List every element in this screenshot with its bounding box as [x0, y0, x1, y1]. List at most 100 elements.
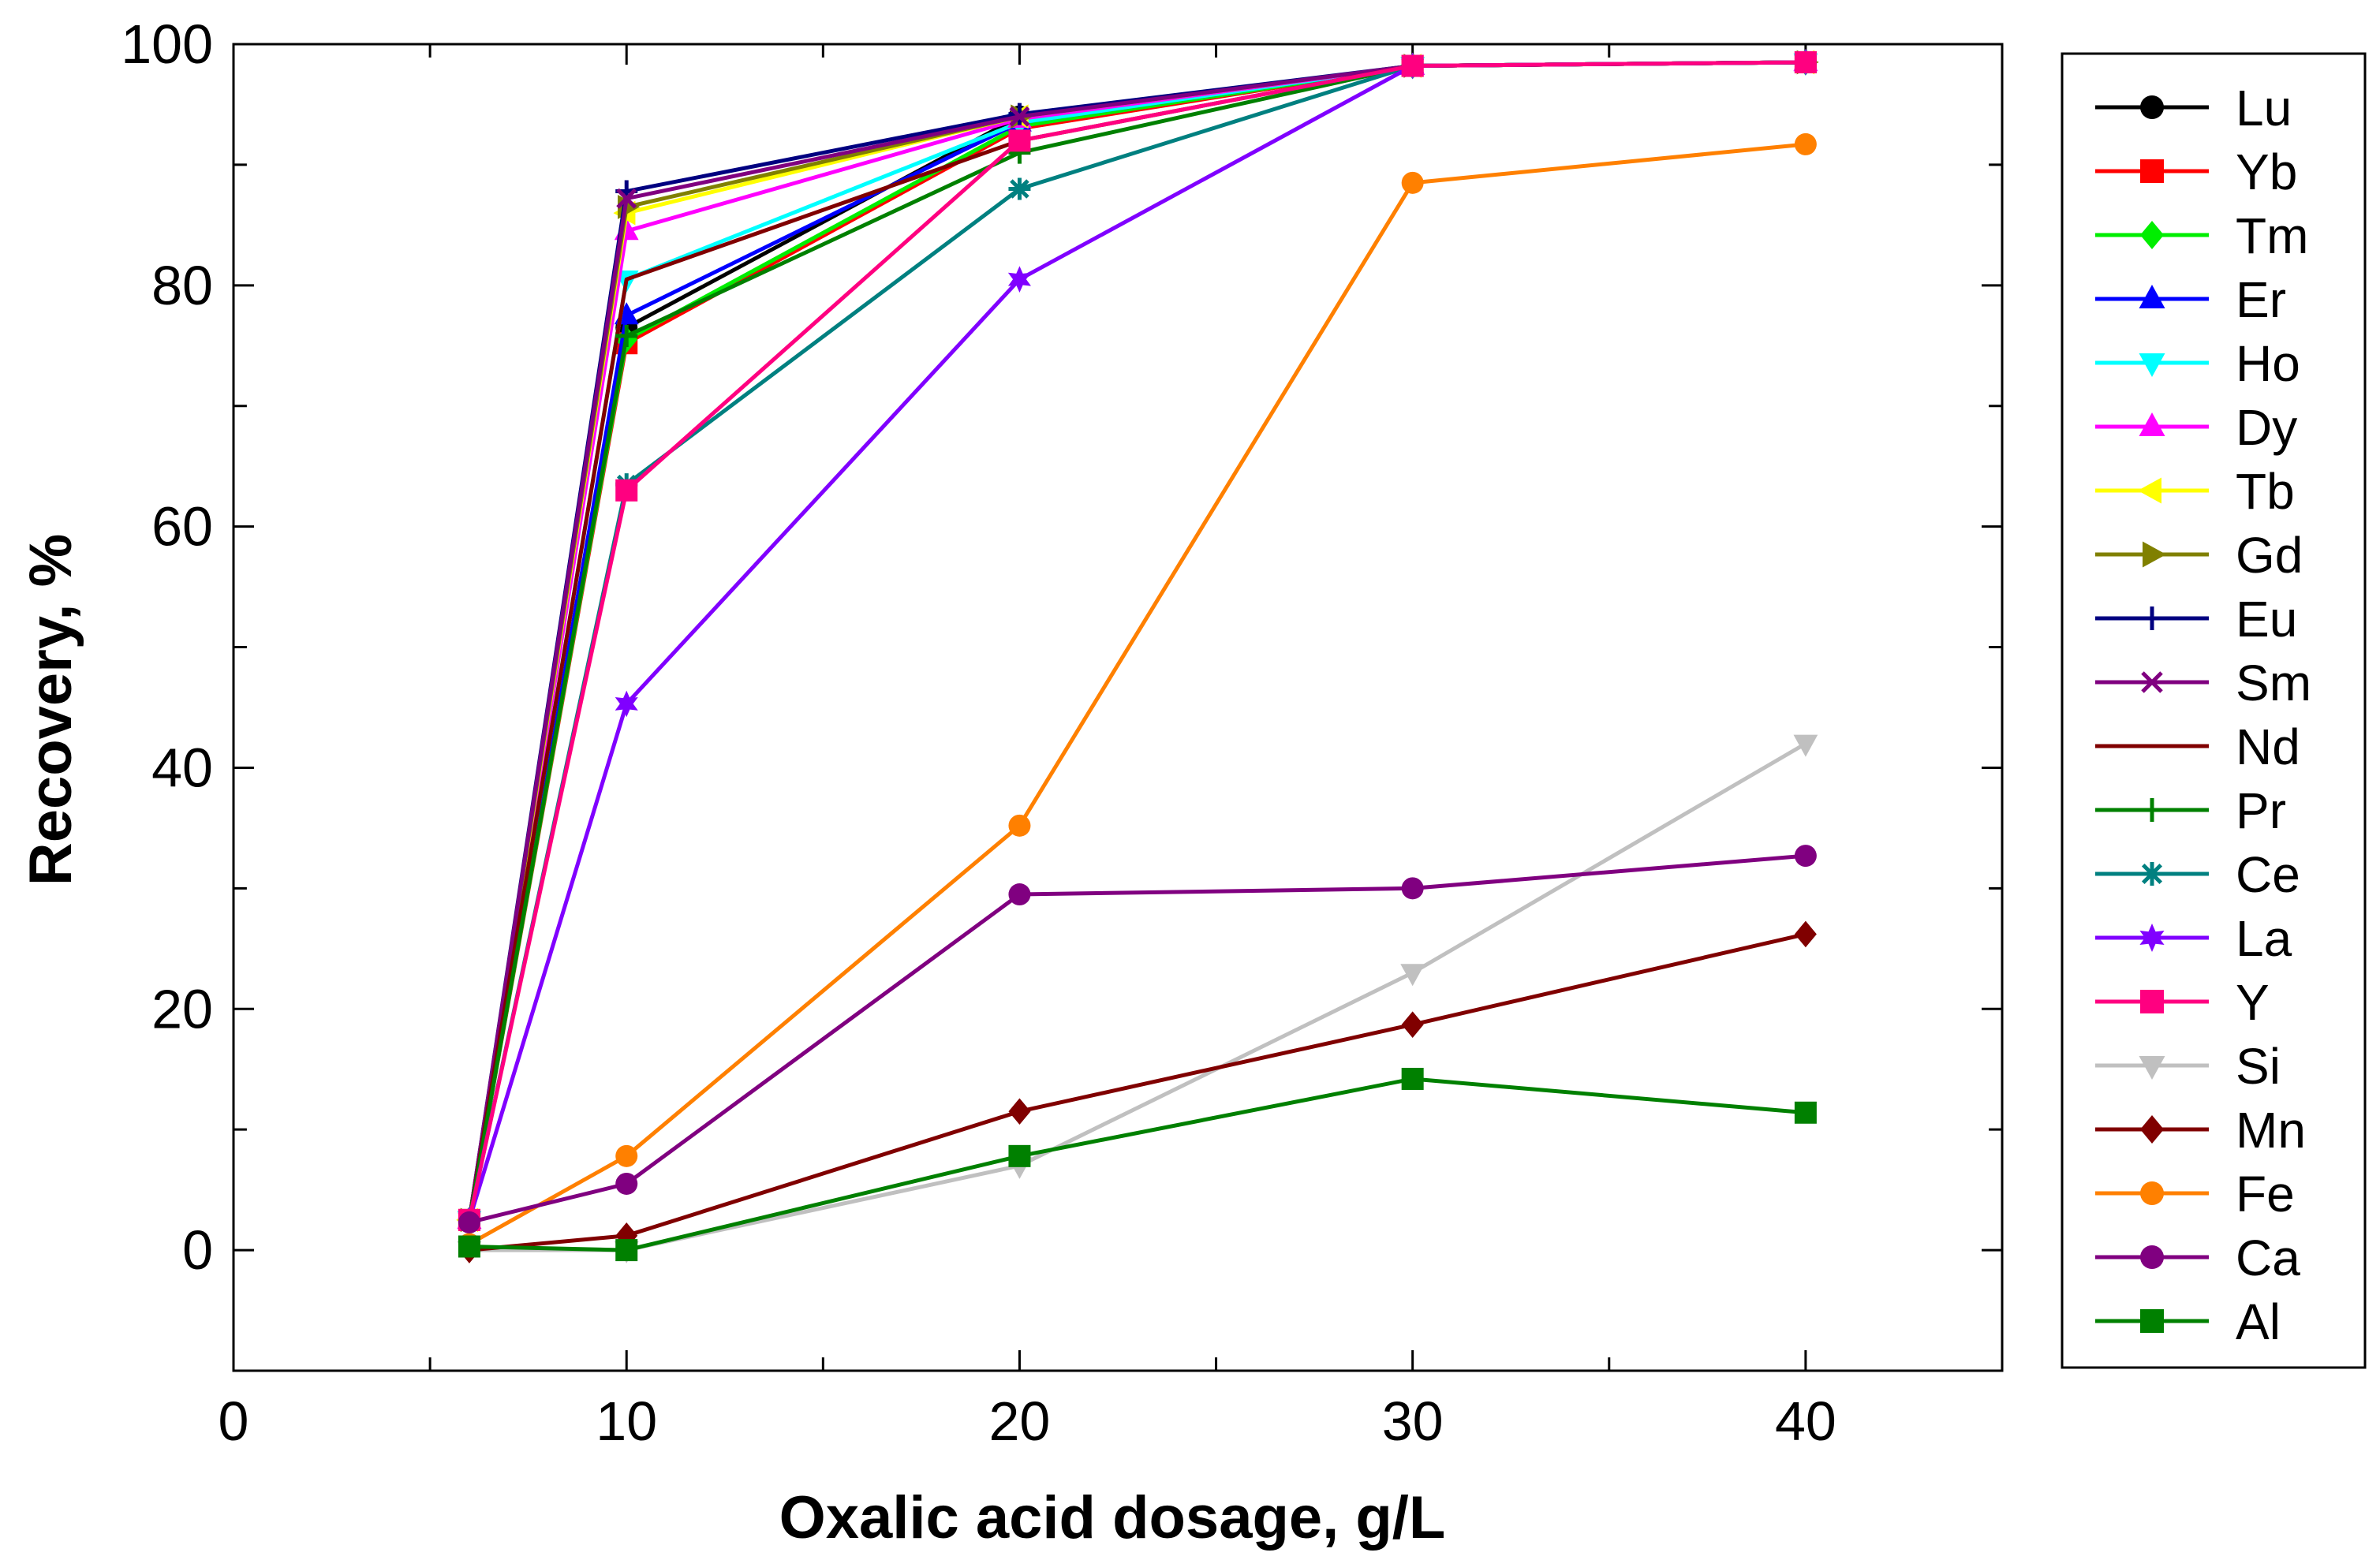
- legend-label: Sm: [2236, 655, 2311, 711]
- legend-label: Dy: [2236, 399, 2297, 456]
- y-tick-label: 80: [151, 255, 213, 316]
- series-line: [467, 60, 1806, 1221]
- legend-label: Al: [2236, 1293, 2281, 1350]
- series-line: [467, 60, 1806, 1221]
- legend-marker: [2140, 1245, 2164, 1269]
- data-point: [1008, 814, 1031, 837]
- legend-item-mn: Mn: [2095, 1102, 2306, 1159]
- y-tick-label: 0: [182, 1219, 213, 1281]
- legend-marker: [2139, 285, 2165, 308]
- series-line: [467, 60, 1806, 1221]
- series-line: [467, 60, 1806, 1221]
- data-point: [1008, 1098, 1031, 1125]
- legend-label: Tm: [2236, 207, 2308, 264]
- x-tick-label: 40: [1775, 1390, 1836, 1452]
- series-ca: [458, 845, 1817, 1233]
- legend-marker: [2139, 412, 2165, 436]
- series-line: [467, 60, 1806, 1221]
- data-point: [616, 188, 637, 209]
- x-tick-label: 20: [989, 1390, 1051, 1452]
- legend-item-pr: Pr: [2095, 782, 2286, 839]
- series-lu: [458, 50, 1817, 1231]
- data-point: [1401, 54, 1424, 77]
- legend-label: Nd: [2236, 718, 2300, 775]
- legend-label: Fe: [2236, 1166, 2295, 1222]
- legend-item-gd: Gd: [2095, 527, 2303, 584]
- legend-item-la: La: [2095, 910, 2292, 967]
- legend-label: Er: [2236, 271, 2286, 328]
- legend-marker: [2140, 606, 2164, 630]
- series-line: [467, 60, 1806, 1221]
- legend-item-lu: Lu: [2095, 80, 2292, 136]
- legend-label: Gd: [2236, 527, 2303, 584]
- legend-label: Tb: [2236, 463, 2295, 520]
- series-yb: [458, 50, 1817, 1231]
- data-point: [615, 325, 638, 348]
- x-tick-label: 30: [1382, 1390, 1444, 1452]
- series-line: [468, 142, 1806, 1246]
- series-line: [467, 60, 1806, 1221]
- legend-label: La: [2236, 910, 2292, 967]
- data-point: [615, 1144, 638, 1167]
- legend-item-si: Si: [2095, 1038, 2281, 1095]
- x-axis-title: Oxalic acid dosage, g/L: [779, 1484, 1446, 1551]
- data-point: [1401, 1011, 1424, 1038]
- series-line: [469, 741, 1807, 1252]
- y-tick-label: 100: [121, 13, 213, 75]
- legend-marker: [2139, 1056, 2165, 1080]
- series-line: [467, 60, 1806, 1221]
- series-dy: [457, 49, 1818, 1230]
- series-line: [467, 60, 1806, 1221]
- series-al: [458, 1067, 1817, 1262]
- legend-item-yb: Yb: [2095, 144, 2297, 200]
- y-tick-label: 20: [151, 978, 213, 1039]
- data-point: [615, 690, 638, 718]
- legend-item-nd: Nd: [2095, 718, 2300, 775]
- series-line: [467, 60, 1806, 1221]
- series-pr: [458, 50, 1817, 1231]
- legend-marker: [2140, 990, 2164, 1013]
- series-tb: [456, 50, 1815, 1233]
- legend-item-y: Y: [2095, 974, 2270, 1031]
- data-point: [1008, 883, 1031, 906]
- legend-label: Ho: [2236, 335, 2300, 392]
- series-nd: [467, 60, 1806, 1221]
- legend-label: Y: [2236, 974, 2270, 1031]
- y-axis-title: Recovery, %: [17, 534, 84, 886]
- data-point: [1794, 50, 1817, 73]
- legend-marker: [2140, 862, 2164, 886]
- data-point: [1794, 1101, 1817, 1124]
- series-eu: [458, 50, 1817, 1231]
- series-line: [467, 60, 1806, 1221]
- data-point: [615, 1239, 638, 1262]
- legend-item-tb: Tb: [2095, 463, 2295, 520]
- legend-label: Ca: [2236, 1230, 2300, 1286]
- legend-marker: [2139, 353, 2165, 377]
- plot-frame: [232, 43, 2004, 1372]
- data-point: [1401, 171, 1424, 194]
- legend-marker: [2141, 671, 2163, 693]
- legend-marker: [2139, 924, 2165, 952]
- y-tick-label: 60: [151, 496, 213, 558]
- series-la: [458, 49, 1818, 1233]
- series-line: [467, 60, 1806, 1221]
- series-line: [467, 60, 1806, 1221]
- data-point: [615, 479, 638, 502]
- series-line: [467, 60, 1806, 1221]
- legend-item-al: Al: [2095, 1293, 2281, 1350]
- legend-marker: [2138, 477, 2161, 504]
- legend-label: Pr: [2236, 782, 2286, 839]
- legend-marker: [2140, 1181, 2164, 1205]
- data-point: [1007, 266, 1031, 293]
- data-point: [1400, 964, 1425, 987]
- series-mn: [458, 920, 1817, 1263]
- series-sm: [458, 51, 1816, 1230]
- legend-marker: [2140, 159, 2164, 183]
- data-point: [1009, 106, 1030, 127]
- series-ho: [457, 53, 1818, 1233]
- data-point: [615, 1172, 638, 1195]
- legend-label: Ce: [2236, 846, 2300, 903]
- data-point: [1794, 920, 1817, 948]
- legend-label: Si: [2236, 1038, 2281, 1095]
